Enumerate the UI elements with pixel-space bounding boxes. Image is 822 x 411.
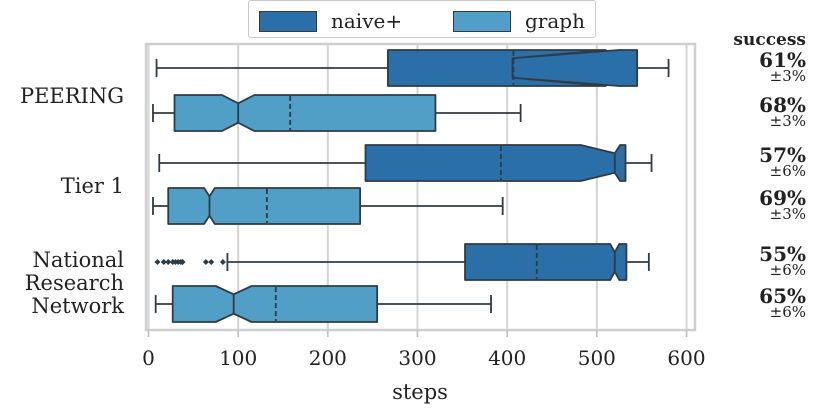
legend-label-graph: graph bbox=[525, 9, 585, 33]
success-rate: 57% ±6% bbox=[716, 143, 806, 180]
success-error: ±6% bbox=[769, 303, 806, 321]
success-percent: 55% bbox=[759, 242, 806, 266]
grid bbox=[147, 44, 688, 330]
success-rate: 65% ±6% bbox=[716, 284, 806, 321]
x-tick-label: 300 bbox=[398, 346, 437, 370]
success-header: success bbox=[733, 30, 806, 50]
legend-item-graph: graph bbox=[453, 9, 585, 33]
x-tick-label: 600 bbox=[667, 346, 706, 370]
outlier-point bbox=[165, 259, 172, 265]
legend-item-naive: naive+ bbox=[259, 9, 402, 33]
category-label-line: Network bbox=[31, 293, 124, 318]
box-naive+ bbox=[158, 144, 653, 182]
success-percent: 69% bbox=[759, 186, 806, 210]
box-body bbox=[364, 144, 627, 182]
success-percent: 68% bbox=[759, 93, 806, 117]
x-tick-label: 500 bbox=[577, 346, 616, 370]
box-body bbox=[464, 243, 628, 281]
legend-swatch-graph bbox=[453, 10, 511, 32]
success-rate: 69% ±3% bbox=[716, 186, 806, 223]
success-rate: 68% ±3% bbox=[716, 93, 806, 130]
legend-swatch-naive bbox=[259, 10, 317, 32]
x-tick-label: 100 bbox=[219, 346, 258, 370]
x-axis-title: steps bbox=[392, 380, 448, 404]
box-plot-marks bbox=[152, 49, 670, 323]
success-rate: 61% ±3% bbox=[716, 48, 806, 85]
outlier-point bbox=[154, 259, 161, 265]
box-body bbox=[173, 94, 437, 132]
x-ticks bbox=[147, 330, 688, 337]
box-naive+ bbox=[155, 49, 670, 87]
outlier-point bbox=[208, 259, 215, 265]
category-label-line: National bbox=[32, 247, 124, 272]
category-label: PEERING bbox=[0, 83, 124, 108]
category-label: National Research Network bbox=[0, 247, 124, 318]
success-percent: 61% bbox=[759, 48, 806, 72]
success-error: ±6% bbox=[769, 261, 806, 279]
success-error: ±3% bbox=[769, 67, 806, 85]
x-tick-label: 0 bbox=[142, 346, 155, 370]
legend: naive+ graph bbox=[248, 0, 596, 38]
outlier-point bbox=[219, 259, 226, 265]
success-error: ±3% bbox=[769, 205, 806, 223]
box-graph bbox=[152, 187, 504, 225]
category-label-line: PEERING bbox=[19, 83, 124, 108]
x-tick-label: 400 bbox=[488, 346, 527, 370]
box-naive+ bbox=[154, 243, 650, 281]
plot-frame bbox=[144, 42, 697, 332]
x-tick-label: 200 bbox=[308, 346, 347, 370]
success-error: ±6% bbox=[769, 162, 806, 180]
success-percent: 57% bbox=[759, 143, 806, 167]
success-error: ±3% bbox=[769, 112, 806, 130]
legend-label-naive: naive+ bbox=[331, 9, 403, 33]
box-graph bbox=[154, 285, 492, 323]
success-percent: 65% bbox=[759, 284, 806, 308]
success-rate: 55% ±6% bbox=[716, 242, 806, 279]
box-graph bbox=[152, 94, 522, 132]
category-label: Tier 1 bbox=[0, 173, 124, 198]
outlier-point bbox=[179, 259, 186, 265]
category-label-line: Tier 1 bbox=[60, 173, 124, 198]
box-body bbox=[167, 187, 362, 225]
category-label-line: Research bbox=[24, 270, 124, 295]
outlier-point bbox=[202, 259, 209, 265]
outlier-point bbox=[160, 259, 167, 265]
